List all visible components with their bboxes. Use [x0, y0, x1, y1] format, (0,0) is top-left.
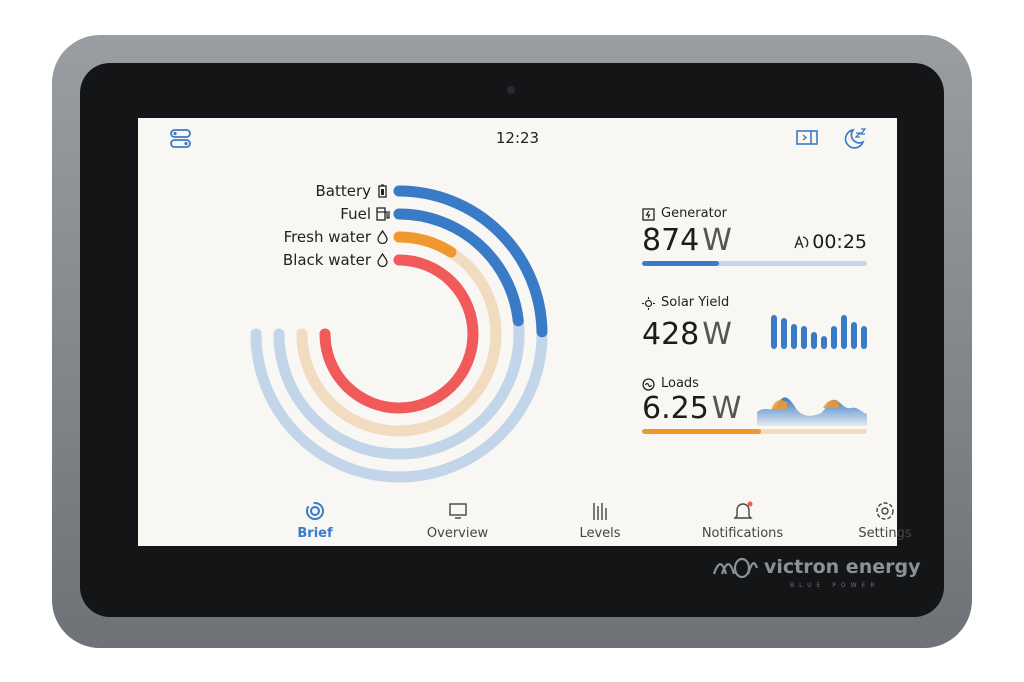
nav-label: Overview [426, 526, 489, 541]
nav-label: Levels [579, 526, 621, 541]
side-panel-icon[interactable] [796, 130, 818, 146]
solar-card[interactable]: Solar Yield 428 W [642, 295, 867, 352]
nav-brief[interactable]: Brief [255, 500, 375, 542]
ac-icon [642, 377, 655, 391]
solar-bar [861, 326, 867, 349]
generator-progress [642, 261, 719, 266]
loads-title: Loads [661, 376, 699, 391]
battery-icon [378, 184, 387, 198]
water-drop-icon [377, 253, 388, 267]
bell-icon [732, 501, 753, 519]
solar-bar [821, 335, 827, 349]
solar-bar [851, 322, 857, 349]
tank-name: Black water [282, 251, 371, 269]
tank-name: Fresh water [283, 228, 371, 246]
solar-bar [791, 324, 797, 349]
solar-value: 428 [642, 317, 700, 352]
loads-value: 6.25 [642, 391, 709, 426]
brand-name: victron energy [764, 556, 921, 578]
nav-label: Settings [858, 526, 912, 541]
solar-bar [811, 331, 817, 349]
solar-bar [781, 317, 787, 349]
loads-history-chart [757, 397, 867, 426]
generator-title: Generator [661, 206, 728, 221]
tank-label[interactable]: Battery [315, 182, 390, 200]
nav-label: Brief [297, 526, 333, 541]
generator-timer: 00:25 [812, 231, 867, 253]
camera [507, 86, 515, 94]
nav-settings[interactable]: Settings [825, 500, 945, 542]
levels-icon [593, 503, 607, 520]
fuel-pump-icon [376, 207, 390, 221]
brand-logo: victron energy [712, 556, 920, 578]
nav-label: Notifications [701, 526, 784, 541]
solar-bar [841, 314, 847, 349]
loads-progress [642, 429, 762, 434]
solar-history-chart [771, 311, 867, 349]
generator-unit: W [702, 223, 732, 258]
solar-bar [801, 326, 807, 349]
tank-rings [250, 185, 548, 483]
tank-level-arc [393, 208, 524, 327]
toggles-icon[interactable] [170, 128, 192, 150]
tank-name: Fuel [340, 205, 371, 223]
monitor-icon [448, 503, 467, 519]
generator-icon [642, 207, 655, 221]
brand-tagline: BLUE POWER [790, 582, 880, 589]
sleep-moon-icon[interactable] [843, 126, 867, 150]
gear-icon [876, 502, 894, 520]
tank-track [296, 231, 502, 437]
generator-value: 874 [642, 223, 700, 258]
tank-level-arc [319, 254, 479, 414]
solar-unit: W [702, 317, 732, 352]
solar-title: Solar Yield [661, 295, 730, 310]
loads-card[interactable]: Loads 6.25 W [642, 376, 867, 434]
auto-timer-icon [794, 235, 809, 249]
brief-icon [306, 502, 324, 520]
water-drop-icon [377, 230, 388, 244]
loads-unit: W [711, 391, 742, 426]
solar-bar [771, 314, 777, 349]
solar-bar [831, 326, 837, 349]
generator-card[interactable]: Generator 874 W 00:25 [642, 206, 867, 266]
tank-label[interactable]: Fresh water [284, 228, 390, 246]
clock: 12:23 [495, 129, 540, 147]
nav-notifications[interactable]: Notifications [683, 500, 803, 542]
tank-level-arc [393, 231, 457, 258]
tank-level-arc [393, 185, 548, 338]
tank-label[interactable]: Fuel [340, 205, 390, 223]
screen: 12:23 Battery Fuel Fresh water Black water … [138, 118, 912, 546]
nav-overview[interactable]: Overview [398, 500, 518, 542]
sun-icon [642, 296, 655, 310]
tank-label[interactable]: Black water [283, 251, 390, 269]
victron-logo-icon [712, 557, 758, 578]
tank-name: Battery [315, 182, 371, 200]
nav-levels[interactable]: Levels [540, 500, 660, 542]
